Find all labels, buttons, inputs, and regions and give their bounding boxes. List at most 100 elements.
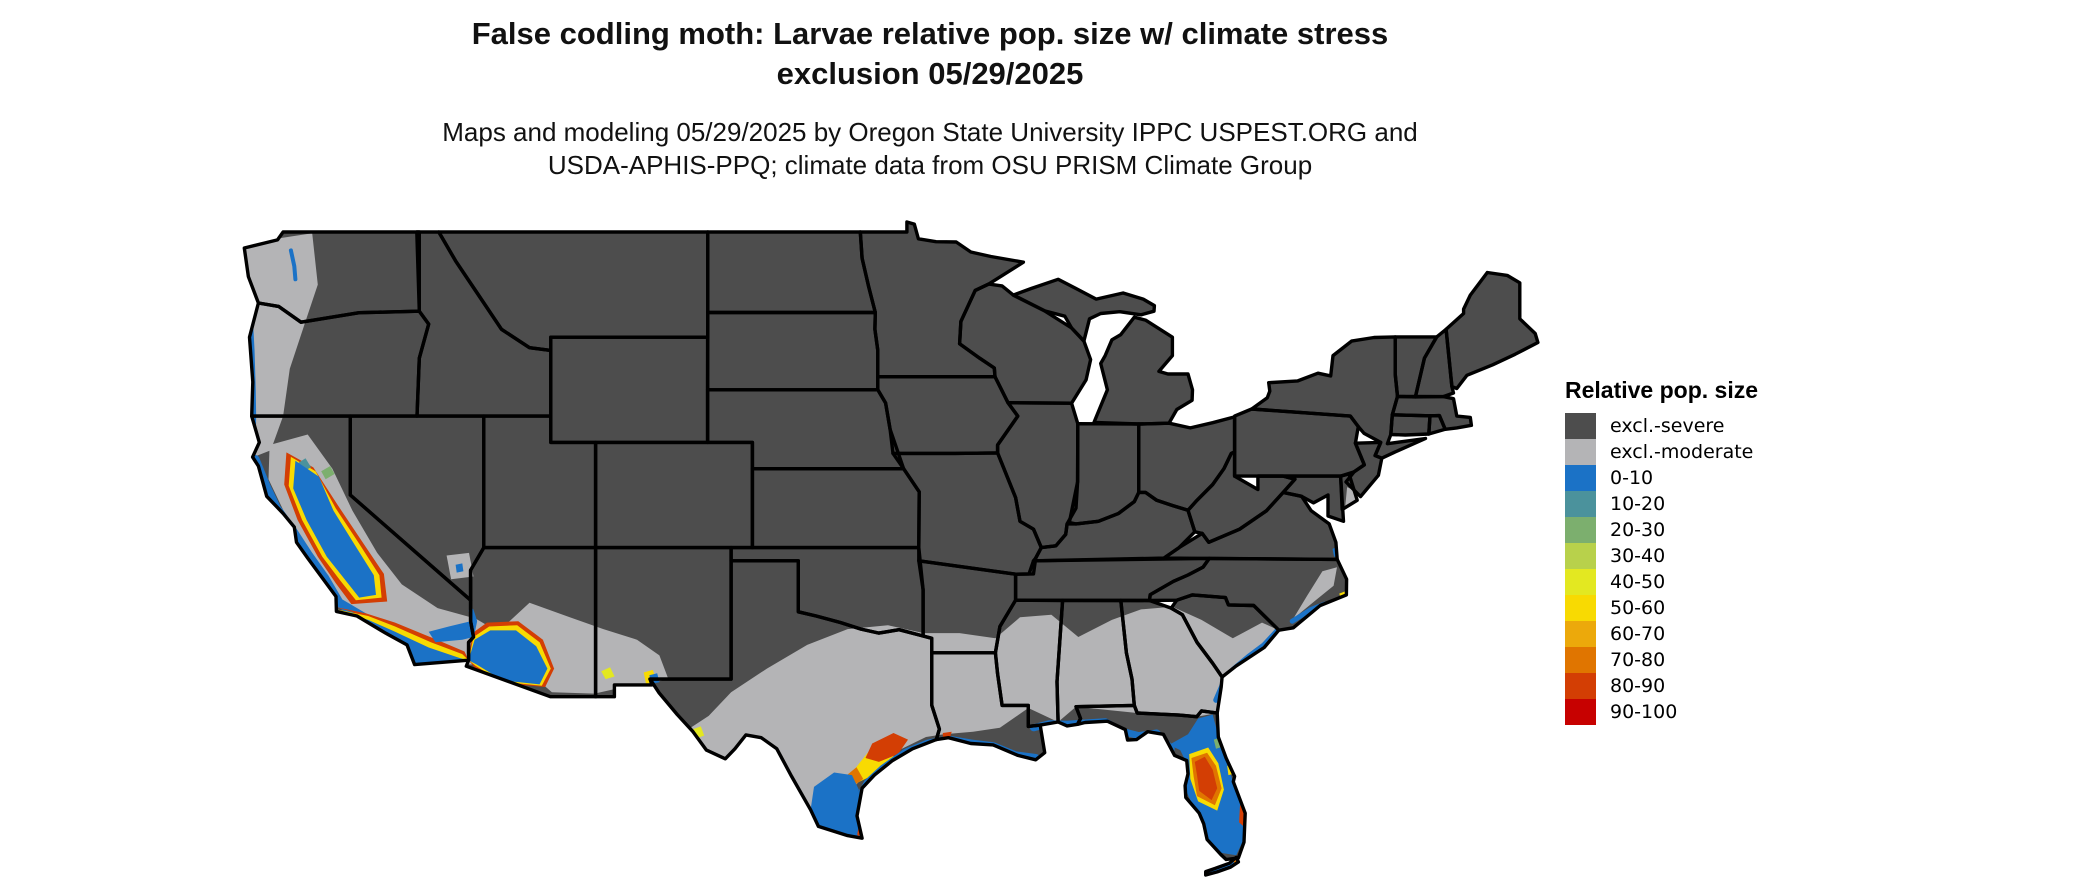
overlay-imperial-0-10 [428, 621, 474, 643]
state-border-michigan-upper [1011, 277, 1157, 343]
state-wyoming [550, 337, 708, 443]
map-subtitle-line2: USDA-APHIS-PPQ; climate data from OSU PR… [547, 150, 1313, 180]
legend-label: 70-80 [1610, 649, 1666, 671]
legend-label: excl.-severe [1610, 415, 1725, 437]
legend-title: Relative pop. size [1565, 377, 1759, 403]
state-pennsylvania [1234, 409, 1365, 477]
state-north-dakota [707, 232, 876, 313]
legend-label: 60-70 [1610, 623, 1666, 645]
state-montana [438, 232, 708, 351]
legend-label: 90-100 [1610, 701, 1678, 723]
legend-items: excl.-severe excl.-moderate 0-10 10-20 20-30… [1565, 413, 1905, 725]
legend: Relative pop. size excl.-severe excl.-mod… [1565, 377, 1905, 725]
state-wisconsin [959, 284, 1091, 404]
overlay-tx-coast-80-90 [865, 733, 908, 762]
legend-label: 0-10 [1610, 467, 1654, 489]
overlay-channel-island-80-90 [352, 638, 360, 645]
map-header: False codling moth: Larvae relative pop.… [155, 14, 1705, 182]
state-border-north-carolina [1147, 556, 1349, 632]
us-map-svg [242, 220, 1540, 877]
legend-item: 50-60 [1565, 595, 1905, 621]
legend-item: 70-80 [1565, 647, 1905, 673]
legend-label: 40-50 [1610, 571, 1666, 593]
legend-swatch [1565, 517, 1596, 543]
us-map [230, 165, 1540, 892]
map-subtitle: Maps and modeling 05/29/2025 by Oregon S… [155, 116, 1705, 182]
legend-swatch [1565, 673, 1596, 699]
legend-swatch [1565, 413, 1596, 439]
state-nevada [350, 416, 484, 601]
state-arkansas [918, 560, 1016, 653]
state-new-hampshire [1415, 329, 1454, 397]
state-kentucky [1033, 492, 1195, 561]
state-border-texas [648, 559, 942, 840]
legend-label: excl.-moderate [1610, 441, 1754, 463]
state-border-florida-keys [1204, 855, 1241, 877]
legend-item: 20-30 [1565, 517, 1905, 543]
state-border-florida [1074, 703, 1247, 862]
legend-swatch [1565, 647, 1596, 673]
state-utah [483, 416, 596, 548]
map-title-line1: False codling moth: Larvae relative pop.… [471, 16, 1389, 51]
overlay-south-texas-0-10 [810, 772, 863, 839]
state-iowa [877, 376, 1018, 454]
legend-item: 30-40 [1565, 543, 1905, 569]
map-border-layer [242, 220, 1540, 877]
legend-item: excl.-moderate [1565, 439, 1905, 465]
state-tennessee [1015, 558, 1210, 601]
overlay-south-band-moderate [688, 606, 1279, 816]
overlay-channel-island-0-10 [382, 639, 389, 646]
state-indiana [1069, 423, 1139, 524]
state-south-dakota [707, 312, 878, 390]
legend-label: 30-40 [1610, 545, 1666, 567]
legend-swatch [1565, 491, 1596, 517]
legend-label: 10-20 [1610, 493, 1666, 515]
state-missouri [893, 452, 1042, 575]
legend-item: 0-10 [1565, 465, 1905, 491]
legend-item: 40-50 [1565, 569, 1905, 595]
map-subtitle-line1: Maps and modeling 05/29/2025 by Oregon S… [442, 117, 1418, 147]
legend-swatch [1565, 569, 1596, 595]
legend-label: 50-60 [1610, 597, 1666, 619]
state-connecticut [1390, 414, 1430, 435]
state-border-wisconsin [957, 282, 1093, 405]
state-oklahoma [731, 547, 924, 636]
overlay-puget-0-10 [288, 248, 298, 282]
legend-swatch [1565, 543, 1596, 569]
legend-swatch [1565, 465, 1596, 491]
overlay-vegas-0-10 [455, 563, 464, 573]
state-michigan [1094, 317, 1193, 424]
state-colorado [595, 442, 753, 548]
state-ohio [1138, 416, 1235, 511]
state-new-york [1251, 336, 1426, 459]
state-nebraska [707, 389, 904, 469]
legend-item: 80-90 [1565, 673, 1905, 699]
state-border-michigan [1092, 315, 1195, 426]
legend-item: 10-20 [1565, 491, 1905, 517]
state-massachusetts [1392, 396, 1472, 430]
legend-item: excl.-severe [1565, 413, 1905, 439]
state-illinois [997, 402, 1078, 548]
overlay-valley-fleck-20-30 [321, 466, 335, 480]
state-border-maine [1444, 270, 1540, 391]
overlay-az-core-0-10 [468, 630, 548, 685]
legend-swatch [1565, 439, 1596, 465]
state-maine [1446, 272, 1538, 389]
state-minnesota [860, 222, 1024, 377]
map-title-line2: exclusion 05/29/2025 [776, 56, 1084, 91]
legend-swatch [1565, 699, 1596, 725]
state-border-west-virginia [1186, 450, 1297, 544]
state-west-virginia [1188, 451, 1295, 543]
legend-label: 80-90 [1610, 675, 1666, 697]
state-idaho [416, 232, 551, 417]
overlay-nc-coast-moderate [1293, 567, 1337, 619]
overlay-pnw-coast-moderate [244, 233, 318, 459]
legend-item: 60-70 [1565, 621, 1905, 647]
state-kansas [752, 468, 920, 548]
state-maryland [1257, 476, 1344, 522]
legend-item: 90-100 [1565, 699, 1905, 725]
legend-label: 20-30 [1610, 519, 1666, 541]
overlay-valley-core-0-10 [293, 460, 376, 598]
overlay-fl-core-80-90 [1194, 756, 1218, 801]
